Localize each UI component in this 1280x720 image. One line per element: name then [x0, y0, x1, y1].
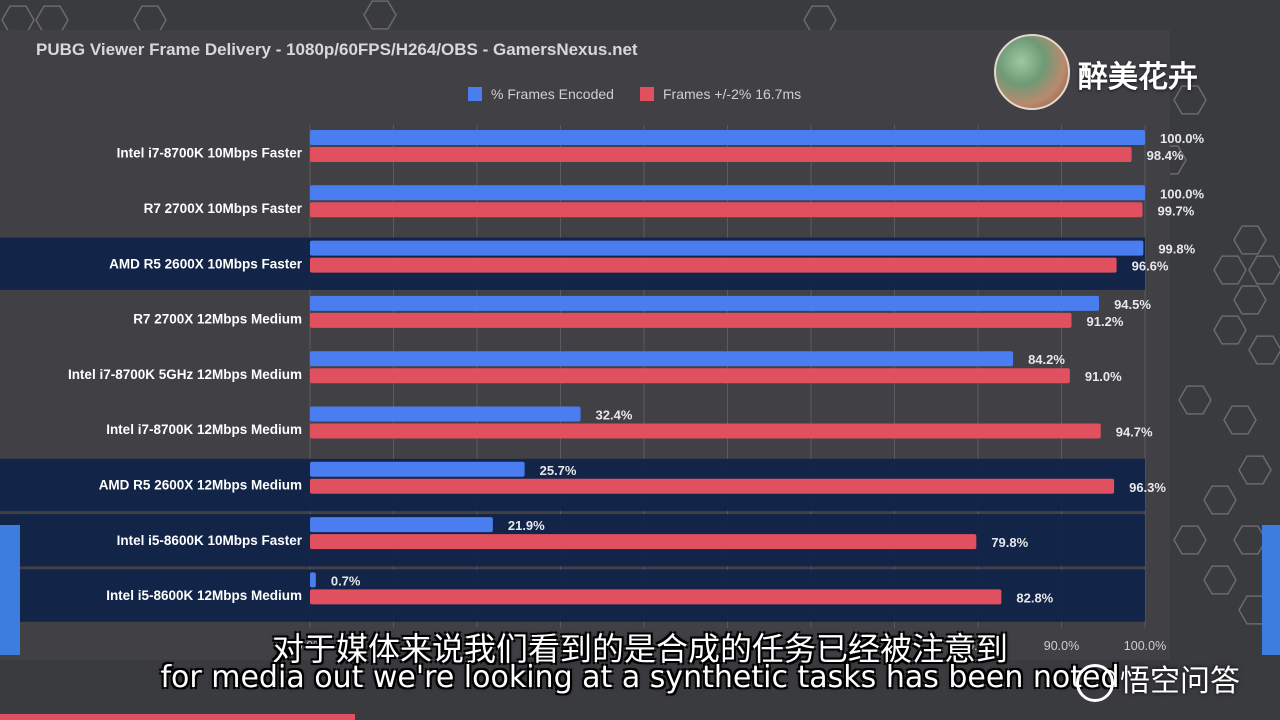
bar [310, 185, 1145, 201]
honeycomb-decoration [35, 5, 69, 35]
bar [310, 368, 1070, 384]
category-label: Intel i7-8700K 5GHz 12Mbps Medium [68, 367, 302, 382]
legend-label-2: Frames +/-2% 16.7ms [663, 86, 801, 102]
honeycomb-decoration [1203, 485, 1237, 515]
data-label: 94.5% [1114, 297, 1151, 312]
category-label: Intel i7-8700K 12Mbps Medium [106, 422, 302, 437]
data-label: 100.0% [1160, 131, 1205, 146]
honeycomb-decoration [1203, 565, 1237, 595]
honeycomb-decoration [1, 5, 35, 35]
subtitle-chinese: 对于媒体来说我们看到的是合成的任务已经被注意到 [271, 630, 1008, 668]
data-label: 0.7% [331, 573, 361, 588]
data-label: 79.8% [991, 535, 1028, 550]
legend-swatch-1 [468, 87, 482, 101]
bar [310, 423, 1101, 439]
bar [310, 295, 1100, 311]
honeycomb-decoration [1178, 385, 1212, 415]
bar [310, 534, 977, 550]
honeycomb-decoration [1173, 85, 1207, 115]
category-label: AMD R5 2600X 10Mbps Faster [109, 256, 303, 271]
data-label: 98.4% [1147, 148, 1184, 163]
bar [310, 257, 1117, 273]
bar [310, 240, 1144, 256]
bar [310, 589, 1002, 605]
honeycomb-decoration [1213, 315, 1247, 345]
x-tick-label: 80.0% [960, 639, 995, 653]
data-label: 32.4% [596, 408, 633, 423]
category-label: R7 2700X 12Mbps Medium [133, 312, 302, 327]
data-label: 96.3% [1129, 480, 1166, 495]
data-label: 82.8% [1016, 590, 1053, 605]
category-label: Intel i7-8700K 10Mbps Faster [117, 146, 303, 161]
bar [310, 147, 1132, 162]
watermark-text: 悟空问答 [1120, 664, 1240, 699]
subtitle-english: for media out we're looking at a synthet… [160, 660, 1120, 695]
bar [310, 351, 1014, 367]
honeycomb-decoration [1248, 335, 1280, 365]
data-label: 100.0% [1160, 186, 1205, 201]
channel-name: 醉美花卉 [1078, 60, 1198, 95]
honeycomb-decoration [1233, 225, 1267, 255]
progress-strip [0, 714, 355, 720]
data-label: 25.7% [540, 463, 577, 478]
chart-title: PUBG Viewer Frame Delivery - 1080p/60FPS… [36, 40, 638, 59]
honeycomb-decoration [1248, 255, 1280, 285]
data-label: 99.7% [1157, 203, 1194, 218]
edge-accent-left [0, 525, 20, 655]
honeycomb-decoration [1233, 285, 1267, 315]
data-label: 91.2% [1087, 314, 1124, 329]
honeycomb-decoration [133, 5, 167, 35]
bar [310, 517, 493, 533]
bar [310, 461, 525, 477]
honeycomb-decoration [363, 0, 397, 30]
honeycomb-decoration [803, 5, 837, 35]
bar [310, 202, 1143, 218]
bar [310, 478, 1115, 494]
bar [310, 572, 316, 588]
bar [310, 130, 1145, 145]
data-label: 99.8% [1158, 242, 1195, 257]
bar [310, 406, 581, 422]
legend-swatch-2 [640, 87, 654, 101]
channel-avatar [994, 34, 1070, 110]
data-label: 84.2% [1028, 352, 1065, 367]
x-tick-label: 100.0% [1124, 639, 1166, 653]
data-label: 91.0% [1085, 369, 1122, 384]
legend-label-1: % Frames Encoded [491, 86, 614, 102]
watermark: 悟空问答 [1076, 656, 1240, 702]
category-label: Intel i5-8600K 10Mbps Faster [117, 533, 303, 548]
honeycomb-decoration [1173, 525, 1207, 555]
category-label: Intel i5-8600K 12Mbps Medium [106, 588, 302, 603]
x-tick-label: 90.0% [1044, 639, 1079, 653]
category-label: AMD R5 2600X 12Mbps Medium [99, 477, 302, 492]
category-label: R7 2700X 10Mbps Faster [144, 201, 303, 216]
x-tick-label: 0.0% [296, 639, 325, 653]
honeycomb-decoration [1233, 525, 1267, 555]
bar [310, 312, 1072, 328]
watermark-logo-icon [1076, 663, 1114, 702]
data-label: 96.6% [1132, 259, 1169, 274]
honeycomb-decoration [1213, 255, 1247, 285]
data-label: 21.9% [508, 518, 545, 533]
honeycomb-decoration [1238, 455, 1272, 485]
edge-accent-right [1262, 525, 1280, 655]
honeycomb-decoration [1223, 405, 1257, 435]
data-label: 94.7% [1116, 425, 1153, 440]
